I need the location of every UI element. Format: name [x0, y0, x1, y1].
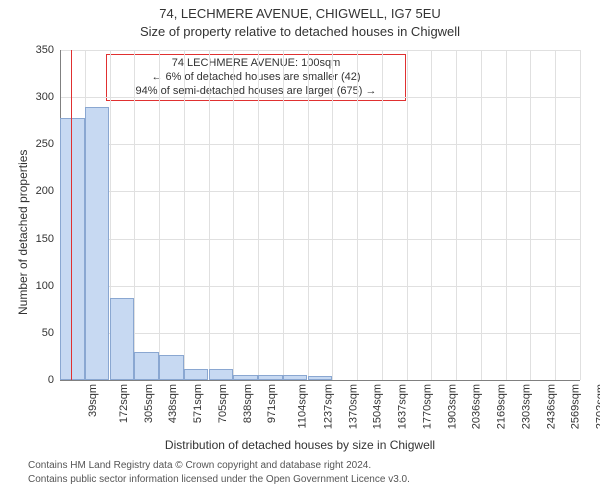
- gridline-v: [382, 50, 383, 380]
- gridline-v: [580, 50, 581, 380]
- gridline-v: [233, 50, 234, 380]
- x-tick-label: 1770sqm: [421, 384, 433, 429]
- gridline-v: [481, 50, 482, 380]
- x-tick-label: 571sqm: [192, 384, 204, 423]
- gridline-v: [506, 50, 507, 380]
- x-tick-label: 1903sqm: [446, 384, 458, 429]
- x-tick-label: 1637sqm: [396, 384, 408, 429]
- x-tick-label: 2169sqm: [495, 384, 507, 429]
- annotation-line: 74 LECHMERE AVENUE: 100sqm: [113, 57, 399, 71]
- histogram-bar: [134, 352, 159, 380]
- histogram-bar: [85, 107, 110, 380]
- page-title-line1: 74, LECHMERE AVENUE, CHIGWELL, IG7 5EU: [0, 6, 600, 21]
- y-tick-label: 50: [42, 327, 60, 339]
- x-tick-label: 705sqm: [217, 384, 229, 423]
- gridline-v: [134, 50, 135, 380]
- x-tick-label: 172sqm: [118, 384, 130, 423]
- y-axis-title: Number of detached properties: [16, 150, 30, 315]
- y-tick-label: 0: [48, 374, 60, 386]
- gridline-v: [308, 50, 309, 380]
- gridline-v: [159, 50, 160, 380]
- gridline-h: [60, 97, 580, 98]
- histogram-bar: [258, 375, 283, 380]
- x-tick-label: 2303sqm: [520, 384, 532, 429]
- x-tick-label: 2569sqm: [570, 384, 582, 429]
- gridline-v: [530, 50, 531, 380]
- gridline-h: [60, 50, 580, 51]
- histogram-bar: [159, 355, 184, 380]
- histogram-bar: [110, 298, 135, 380]
- x-tick-label: 2036sqm: [471, 384, 483, 429]
- histogram-bar: [233, 375, 258, 380]
- x-tick-label: 838sqm: [242, 384, 254, 423]
- gridline-v: [209, 50, 210, 380]
- gridline-h: [60, 191, 580, 192]
- chart-root: 74, LECHMERE AVENUE, CHIGWELL, IG7 5EU S…: [0, 0, 600, 500]
- y-tick-label: 250: [36, 138, 60, 150]
- gridline-h: [60, 333, 580, 334]
- x-axis: [60, 380, 580, 381]
- page-title-line2: Size of property relative to detached ho…: [0, 24, 600, 39]
- gridline-v: [283, 50, 284, 380]
- x-tick-label: 305sqm: [143, 384, 155, 423]
- x-tick-label: 438sqm: [167, 384, 179, 423]
- property-marker-line: [71, 50, 72, 380]
- y-tick-label: 350: [36, 44, 60, 56]
- histogram-bar: [60, 118, 85, 380]
- gridline-h: [60, 144, 580, 145]
- histogram-bar: [209, 369, 234, 380]
- gridline-h: [60, 239, 580, 240]
- plot-area: 74 LECHMERE AVENUE: 100sqm← 6% of detach…: [60, 50, 580, 380]
- y-tick-label: 200: [36, 185, 60, 197]
- gridline-v: [357, 50, 358, 380]
- histogram-bar: [283, 375, 308, 380]
- gridline-v: [258, 50, 259, 380]
- gridline-h: [60, 286, 580, 287]
- footer-line1: Contains HM Land Registry data © Crown c…: [28, 460, 371, 471]
- x-tick-label: 1504sqm: [372, 384, 384, 429]
- x-tick-label: 39sqm: [87, 384, 99, 417]
- x-tick-label: 971sqm: [266, 384, 278, 423]
- gridline-v: [184, 50, 185, 380]
- histogram-bar: [184, 369, 209, 380]
- property-annotation: 74 LECHMERE AVENUE: 100sqm← 6% of detach…: [106, 54, 406, 101]
- gridline-v: [555, 50, 556, 380]
- x-axis-title: Distribution of detached houses by size …: [0, 438, 600, 452]
- gridline-v: [456, 50, 457, 380]
- y-tick-label: 300: [36, 91, 60, 103]
- annotation-line: ← 6% of detached houses are smaller (42): [113, 71, 399, 85]
- gridline-v: [407, 50, 408, 380]
- x-tick-label: 2702sqm: [595, 384, 600, 429]
- histogram-bar: [308, 376, 333, 380]
- gridline-v: [431, 50, 432, 380]
- x-tick-label: 1104sqm: [297, 384, 309, 428]
- y-tick-label: 100: [36, 280, 60, 292]
- gridline-v: [332, 50, 333, 380]
- x-tick-label: 1370sqm: [347, 384, 359, 429]
- x-tick-label: 2436sqm: [545, 384, 557, 429]
- x-tick-label: 1237sqm: [322, 384, 334, 429]
- footer-line2: Contains public sector information licen…: [28, 474, 410, 485]
- y-tick-label: 150: [36, 233, 60, 245]
